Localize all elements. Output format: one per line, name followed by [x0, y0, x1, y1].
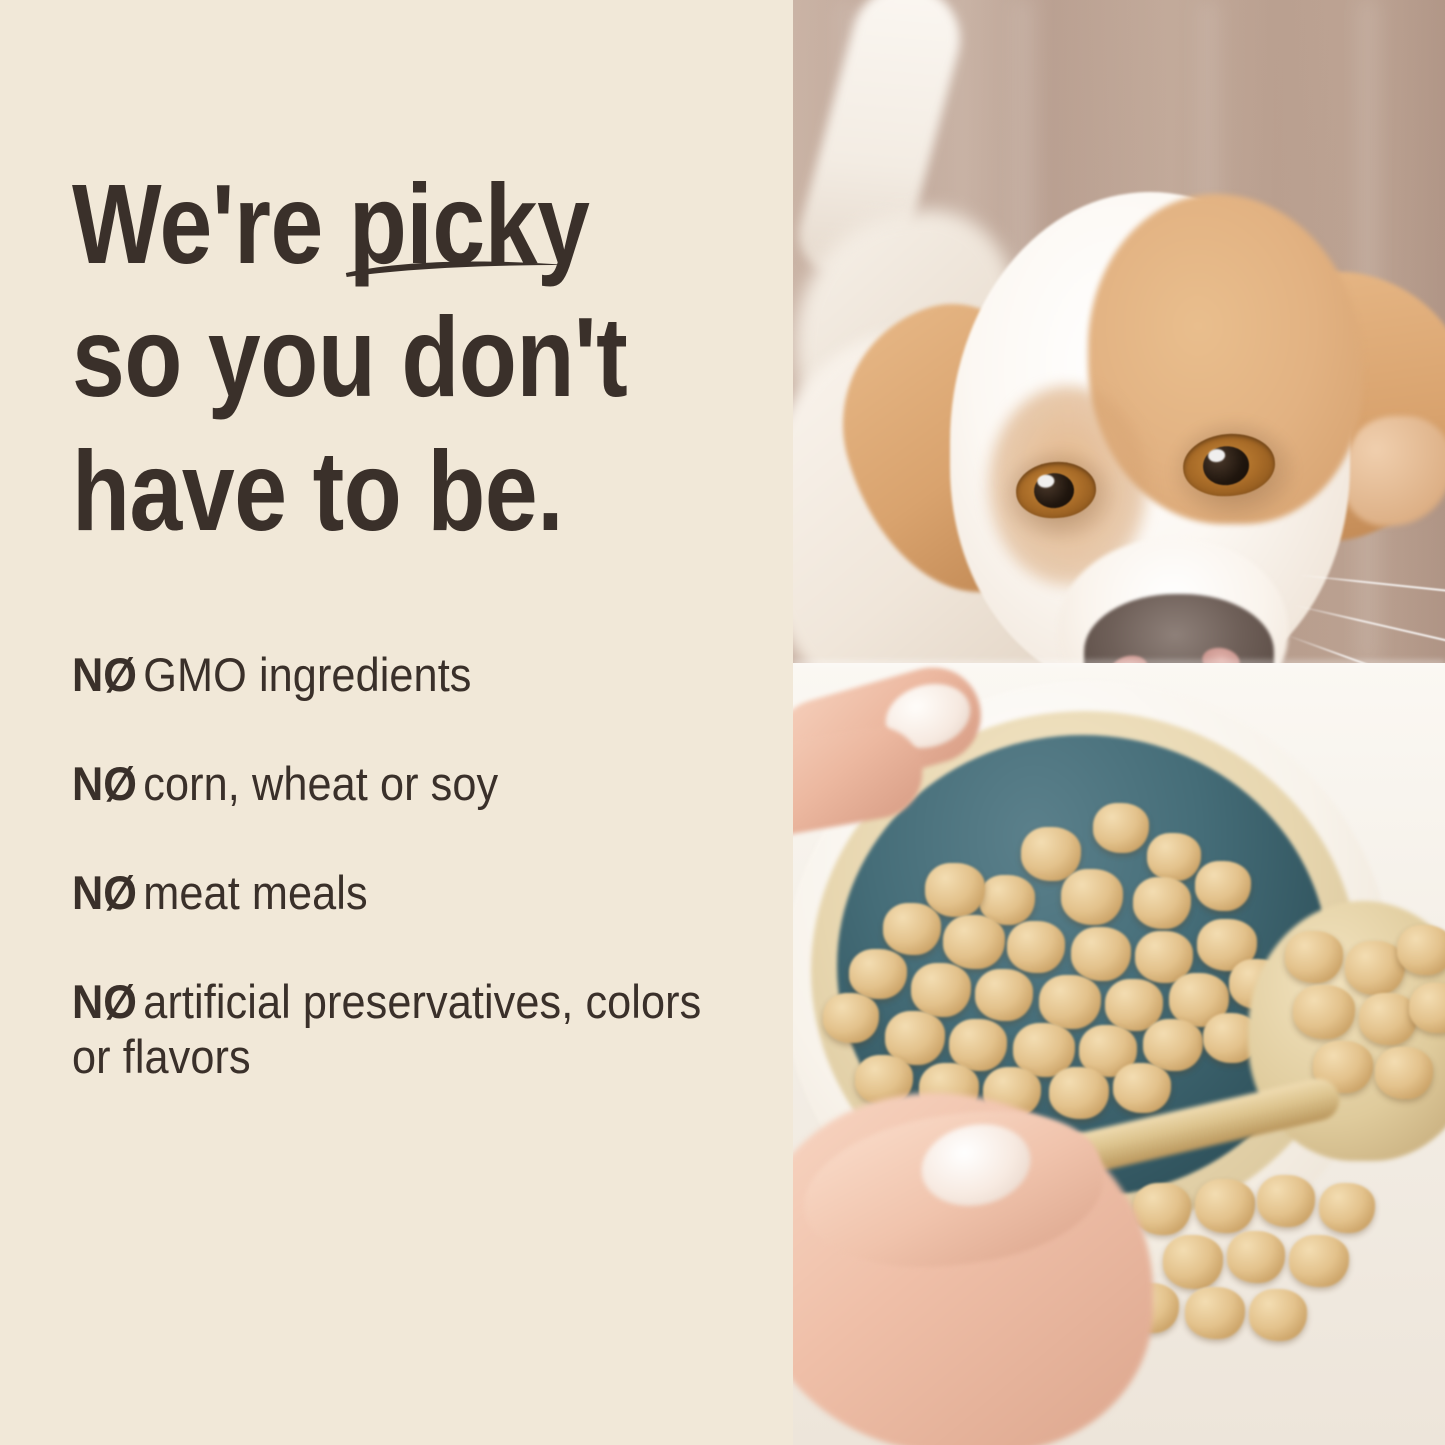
kibble-piece [1071, 927, 1131, 981]
page-title: We're picky so you don't have to be. [72, 158, 652, 558]
kibble-piece [1257, 1175, 1315, 1227]
kibble-piece [1289, 1235, 1349, 1287]
kibble-piece [1093, 803, 1149, 853]
kibble-piece [1249, 1289, 1307, 1341]
photo-divider [793, 660, 1445, 666]
photo-column [793, 0, 1445, 1445]
kibble-piece [1293, 985, 1355, 1039]
headline-emphasis-text: picky [348, 161, 590, 287]
kibble-piece [943, 915, 1005, 969]
kibble-piece [1195, 1179, 1255, 1233]
kibble-piece [1113, 1063, 1171, 1113]
kibble-piece [1285, 931, 1343, 983]
claim-text: corn, wheat or soy [143, 756, 499, 810]
text-panel: We're picky so you don't have to be. NØ G… [72, 158, 772, 1085]
eye-glint [1207, 447, 1226, 463]
headline-line-3: have to be. [72, 427, 564, 554]
claim-text: GMO ingredients [143, 648, 472, 701]
kibble-piece [1007, 921, 1065, 973]
dog-head [814, 186, 1445, 663]
kibble-piece [925, 863, 985, 917]
kibble-piece [949, 1019, 1007, 1071]
claim-text: artificial preservatives, colors or flav… [72, 974, 702, 1083]
kibble-piece [1409, 983, 1445, 1033]
kibble-piece [1147, 833, 1201, 881]
kibble-piece [1345, 941, 1405, 995]
list-item: NØ corn, wheat or soy [72, 757, 716, 812]
kibble-piece [823, 993, 879, 1043]
kibble-piece [1375, 1047, 1433, 1099]
kibble-piece [1319, 1183, 1375, 1233]
list-item: NØ GMO ingredients [72, 648, 716, 703]
kibble-piece [1359, 993, 1417, 1045]
dog-photo [793, 0, 1445, 663]
kibble-piece [975, 969, 1033, 1021]
dog-whisker [1285, 634, 1432, 663]
kibble-piece [1227, 1231, 1285, 1283]
kibble-piece [1049, 1067, 1109, 1119]
no-marker-icon: NØ [72, 648, 137, 701]
kibble-piece [883, 903, 941, 955]
headline-prefix: We're [72, 161, 349, 287]
kibble-piece [1039, 975, 1101, 1029]
kibble-piece [1143, 1019, 1203, 1071]
no-marker-icon: NØ [72, 974, 137, 1028]
no-marker-icon: NØ [72, 756, 137, 810]
dog-whisker [1292, 604, 1445, 644]
list-item: NØ meat meals [72, 866, 716, 921]
kibble-piece [1021, 827, 1081, 881]
kibble-piece [1397, 925, 1445, 975]
dog-ear-right-tip [1343, 416, 1445, 526]
headline-line-2: so you don't [72, 294, 628, 421]
headline-line-1: We're picky [72, 158, 652, 291]
claim-text: meat meals [143, 865, 368, 919]
kibble-piece [849, 949, 907, 999]
kibble-piece [911, 963, 971, 1017]
kibble-piece [1163, 1235, 1223, 1289]
headline-emphasis-word: picky [345, 158, 590, 291]
eye-glint [1037, 474, 1056, 489]
kibble-piece [1195, 861, 1251, 911]
kibble-piece [1061, 869, 1123, 925]
kibble-bowl-photo [793, 663, 1445, 1445]
claims-list: NØ GMO ingredients NØ corn, wheat or soy N… [72, 648, 772, 1085]
kibble-piece [1185, 1287, 1245, 1339]
list-item: NØ artificial preservatives, colors or fl… [72, 975, 716, 1085]
kibble-piece [1133, 877, 1191, 929]
kibble-piece [1133, 1183, 1191, 1235]
no-marker-icon: NØ [72, 865, 137, 919]
